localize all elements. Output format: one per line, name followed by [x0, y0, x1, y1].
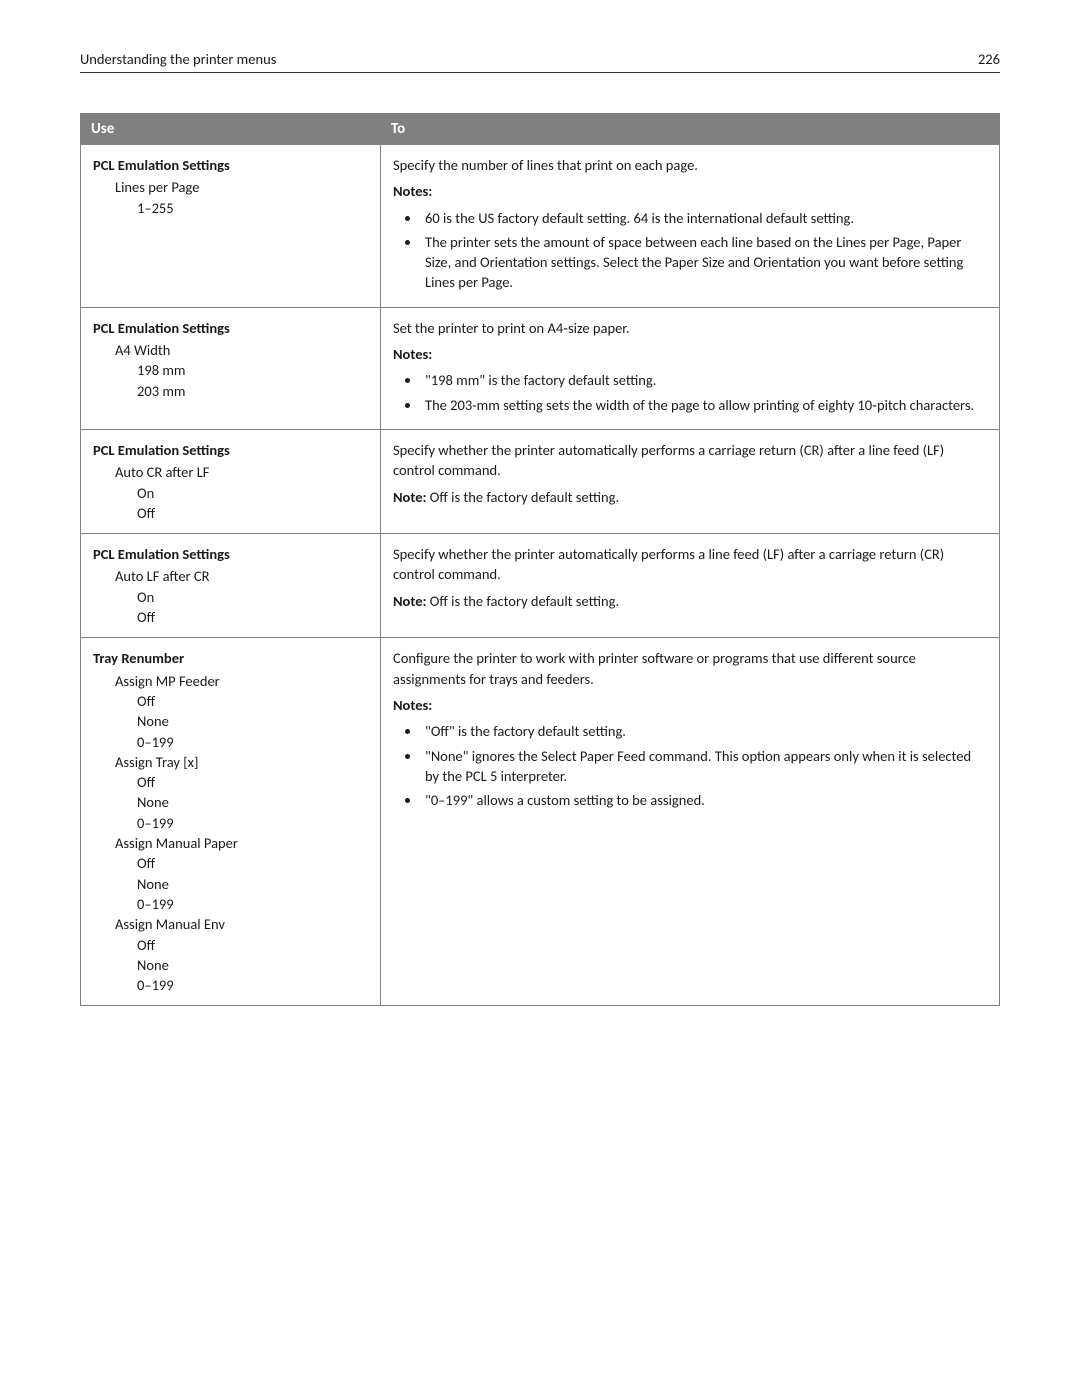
use-cell: PCL Emulation Settings Auto CR after LF …: [81, 429, 381, 533]
setting-option: 1–255: [93, 198, 368, 218]
use-cell: PCL Emulation Settings Auto LF after CR …: [81, 534, 381, 638]
note-item: "0–199" allows a custom setting to be as…: [421, 790, 987, 810]
table-row: PCL Emulation Settings A4 Width 198 mm 2…: [81, 307, 1000, 429]
setting-group-label: Assign Manual Paper: [93, 833, 368, 853]
setting-option: Off: [93, 503, 368, 523]
to-cell: Specify the number of lines that print o…: [381, 145, 1000, 308]
setting-group-label: Assign Tray [x]: [93, 752, 368, 772]
notes-label: Notes:: [393, 695, 987, 715]
to-cell: Configure the printer to work with print…: [381, 638, 1000, 1006]
note-text: Off is the factory default setting.: [427, 592, 620, 610]
notes-list: "198 mm" is the factory default setting.…: [393, 370, 987, 415]
setting-option: None: [93, 955, 368, 975]
setting-sub: Lines per Page: [93, 177, 368, 197]
note-item: 60 is the US factory default setting. 64…: [421, 208, 987, 228]
setting-option: 0–199: [93, 894, 368, 914]
col-to-header: To: [381, 114, 1000, 145]
to-cell: Set the printer to print on A4‑size pape…: [381, 307, 1000, 429]
use-cell: PCL Emulation Settings Lines per Page 1–…: [81, 145, 381, 308]
notes-list: "Off" is the factory default setting. "N…: [393, 721, 987, 810]
setting-option: 0–199: [93, 732, 368, 752]
setting-option: 0–199: [93, 813, 368, 833]
setting-group-label: Assign Manual Env: [93, 914, 368, 934]
use-cell: Tray Renumber Assign MP Feeder Off None …: [81, 638, 381, 1006]
note-item: The 203-mm setting sets the width of the…: [421, 395, 987, 415]
setting-title: PCL Emulation Settings: [93, 155, 368, 175]
setting-sub: A4 Width: [93, 340, 368, 360]
note-label: Note:: [393, 592, 427, 610]
to-cell: Specify whether the printer automaticall…: [381, 534, 1000, 638]
setting-option: None: [93, 792, 368, 812]
notes-list: 60 is the US factory default setting. 64…: [393, 208, 987, 293]
setting-sub: Auto LF after CR: [93, 566, 368, 586]
setting-title: Tray Renumber: [93, 648, 368, 668]
note-line: Note: Off is the factory default setting…: [393, 591, 987, 611]
note-item: The printer sets the amount of space bet…: [421, 232, 987, 293]
setting-title: PCL Emulation Settings: [93, 318, 368, 338]
setting-option: Off: [93, 772, 368, 792]
note-label: Note:: [393, 488, 427, 506]
notes-label: Notes:: [393, 344, 987, 364]
setting-option: Off: [93, 691, 368, 711]
use-cell: PCL Emulation Settings A4 Width 198 mm 2…: [81, 307, 381, 429]
note-item: "None" ignores the Select Paper Feed com…: [421, 746, 987, 787]
setting-option: On: [93, 483, 368, 503]
setting-sub: Auto CR after LF: [93, 462, 368, 482]
note-item: "Off" is the factory default setting.: [421, 721, 987, 741]
table-row: PCL Emulation Settings Auto LF after CR …: [81, 534, 1000, 638]
desc-intro: Set the printer to print on A4‑size pape…: [393, 318, 987, 338]
page-header: Understanding the printer menus 226: [80, 50, 1000, 73]
setting-title: PCL Emulation Settings: [93, 544, 368, 564]
setting-option: Off: [93, 853, 368, 873]
menu-table: Use To PCL Emulation Settings Lines per …: [80, 113, 1000, 1006]
note-item: "198 mm" is the factory default setting.: [421, 370, 987, 390]
setting-option: Off: [93, 607, 368, 627]
desc-intro: Specify whether the printer automaticall…: [393, 544, 987, 585]
setting-title: PCL Emulation Settings: [93, 440, 368, 460]
setting-option: 203 mm: [93, 381, 368, 401]
note-text: Off is the factory default setting.: [427, 488, 620, 506]
setting-option: 0–199: [93, 975, 368, 995]
setting-option: None: [93, 711, 368, 731]
setting-option: 198 mm: [93, 360, 368, 380]
table-row: Tray Renumber Assign MP Feeder Off None …: [81, 638, 1000, 1006]
note-line: Note: Off is the factory default setting…: [393, 487, 987, 507]
to-cell: Specify whether the printer automaticall…: [381, 429, 1000, 533]
header-title: Understanding the printer menus: [80, 50, 276, 68]
table-row: PCL Emulation Settings Auto CR after LF …: [81, 429, 1000, 533]
setting-option: Off: [93, 935, 368, 955]
setting-option: On: [93, 587, 368, 607]
setting-option: None: [93, 874, 368, 894]
desc-intro: Specify the number of lines that print o…: [393, 155, 987, 175]
setting-group-label: Assign MP Feeder: [93, 671, 368, 691]
desc-intro: Configure the printer to work with print…: [393, 648, 987, 689]
desc-intro: Specify whether the printer automaticall…: [393, 440, 987, 481]
notes-label: Notes:: [393, 181, 987, 201]
col-use-header: Use: [81, 114, 381, 145]
table-row: PCL Emulation Settings Lines per Page 1–…: [81, 145, 1000, 308]
page-number: 226: [978, 50, 1000, 68]
